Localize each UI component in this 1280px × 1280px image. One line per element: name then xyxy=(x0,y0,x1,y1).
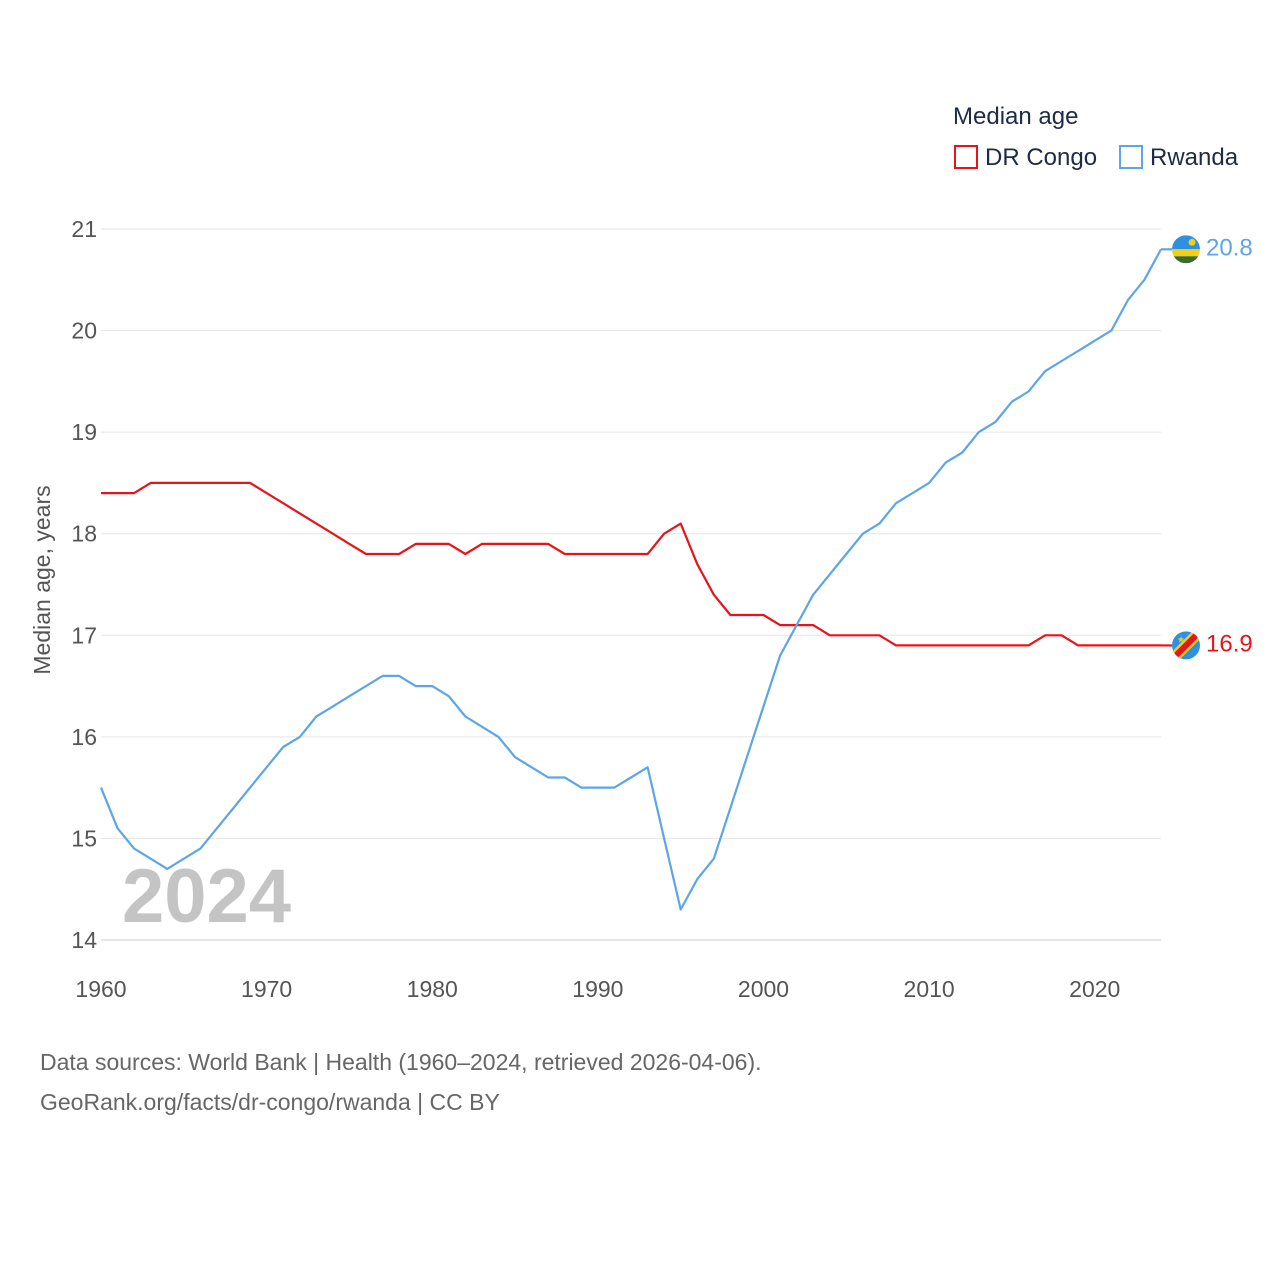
rwanda-flag-icon xyxy=(1172,235,1200,264)
y-tick-label-14: 14 xyxy=(71,927,97,953)
legend-title: Median age xyxy=(953,103,1078,130)
source-line-1: Data sources: World Bank | Health (1960–… xyxy=(40,1049,762,1075)
y-tick-label-18: 18 xyxy=(71,521,97,547)
x-tick-label-1960: 1960 xyxy=(75,976,126,1002)
x-tick-label-1970: 1970 xyxy=(241,976,292,1002)
x-tick-label-2020: 2020 xyxy=(1069,976,1120,1002)
end-value-label-rwanda: 20.8 xyxy=(1206,234,1253,261)
svg-text:★: ★ xyxy=(1177,635,1185,645)
gridlines xyxy=(101,228,1161,941)
series-lines xyxy=(99,248,1162,911)
y-tick-label-16: 16 xyxy=(71,724,97,750)
end-value-label-dr-congo: 16.9 xyxy=(1206,630,1253,657)
x-tick-label-1990: 1990 xyxy=(572,976,623,1002)
y-tick-label-15: 15 xyxy=(71,825,97,851)
dr-congo-flag-icon: ★ xyxy=(1172,631,1200,660)
legend-label-dr-congo[interactable]: DR Congo xyxy=(985,144,1097,171)
x-tick-label-1980: 1980 xyxy=(407,976,458,1002)
x-tick-label-2010: 2010 xyxy=(904,976,955,1002)
end-markers: 16.9 20.8 xyxy=(1161,234,1253,657)
series-line-dr-congo[interactable] xyxy=(101,481,1161,647)
median-age-chart: 14 15 16 17 18 19 20 21 1960 1970 1980 1990 2000 201… xyxy=(29,103,1253,1002)
legend-swatch-rwanda[interactable] xyxy=(1119,145,1143,169)
source-line-2[interactable]: GeoRank.org/facts/dr-congo/rwanda | CC B… xyxy=(40,1089,500,1115)
y-tick-label-20: 20 xyxy=(71,318,97,344)
y-tick-label-19: 19 xyxy=(71,419,97,445)
y-axis-title: Median age, years xyxy=(29,485,55,674)
legend-label-rwanda[interactable]: Rwanda xyxy=(1150,144,1239,171)
source-note: Data sources: World Bank | Health (1960–… xyxy=(40,1042,762,1122)
y-axis-ticks: 14 15 16 17 18 19 20 21 xyxy=(71,216,97,953)
series-line-rwanda[interactable] xyxy=(99,248,1162,911)
flag-markers: ★ xyxy=(1172,235,1200,660)
legend-swatch-dr-congo[interactable] xyxy=(954,145,978,169)
x-axis-ticks: 1960 1970 1980 1990 2000 2010 2020 xyxy=(75,976,1120,1002)
legend: Median age DR Congo Rwanda xyxy=(953,103,1239,171)
y-tick-label-17: 17 xyxy=(71,622,97,648)
x-tick-label-2000: 2000 xyxy=(738,976,789,1002)
year-watermark: 2024 xyxy=(122,854,291,939)
y-tick-label-21: 21 xyxy=(71,216,97,242)
